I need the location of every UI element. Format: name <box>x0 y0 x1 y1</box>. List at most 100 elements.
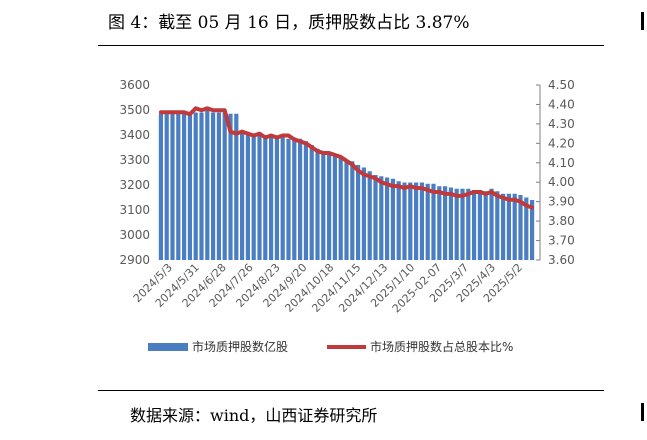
ratio-point-35 <box>362 173 366 176</box>
bar-32 <box>344 160 349 260</box>
bar-45 <box>419 182 424 260</box>
ratio-point-42 <box>403 186 406 190</box>
ratio-point-4 <box>182 110 186 114</box>
left-tick-1: 3000 <box>119 228 150 242</box>
ratio-point-20 <box>275 136 279 139</box>
right-tick-9: 4.50 <box>548 78 575 92</box>
bar-48 <box>437 186 442 260</box>
bar-58 <box>495 191 500 260</box>
bar-64 <box>530 200 535 260</box>
ratio-point-21 <box>281 134 285 137</box>
bar-7 <box>199 112 204 260</box>
ratio-point-10 <box>217 108 221 112</box>
ratio-point-19 <box>269 134 273 137</box>
ratio-point-55 <box>478 190 482 194</box>
ratio-point-34 <box>356 169 360 172</box>
ratio-point-8 <box>205 106 209 110</box>
bar-50 <box>448 187 453 260</box>
bar-2 <box>170 113 175 260</box>
bar-22 <box>286 138 291 260</box>
ratio-point-53 <box>466 192 470 196</box>
ratio-point-1 <box>165 110 169 114</box>
ratio-point-16 <box>252 134 256 137</box>
ratio-point-37 <box>374 176 377 180</box>
ratio-point-11 <box>223 108 227 112</box>
legend-bar-swatch <box>148 343 188 351</box>
bar-41 <box>396 181 401 260</box>
legend-line-label: 市场质押股数占总股本比% <box>370 339 513 354</box>
ratio-point-27 <box>316 149 319 153</box>
bar-51 <box>454 188 459 260</box>
bar-29 <box>327 153 332 260</box>
bar-55 <box>477 190 482 260</box>
right-tick-5: 4.10 <box>548 156 575 170</box>
bar-31 <box>338 156 343 260</box>
left-tick-0: 2900 <box>119 253 150 267</box>
bar-54 <box>472 190 477 260</box>
ratio-point-22 <box>287 134 290 137</box>
bar-12 <box>228 113 233 260</box>
bar-61 <box>512 193 517 260</box>
ratio-point-63 <box>524 204 528 207</box>
bar-42 <box>402 182 407 260</box>
bar-8 <box>205 110 210 260</box>
ratio-point-60 <box>507 198 511 202</box>
bar-27 <box>315 148 320 260</box>
ratio-point-14 <box>240 130 244 134</box>
bar-20 <box>274 137 279 260</box>
right-tick-8: 4.40 <box>548 97 575 111</box>
bar-36 <box>367 171 372 260</box>
ratio-point-40 <box>391 184 395 188</box>
ratio-point-39 <box>385 182 389 186</box>
left-tick-5: 3400 <box>119 128 150 142</box>
bar-13 <box>234 113 239 260</box>
right-tick-6: 4.20 <box>548 136 575 150</box>
ratio-point-0 <box>159 110 163 114</box>
ratio-point-45 <box>420 186 424 190</box>
bar-39 <box>385 177 390 260</box>
bar-17 <box>257 135 262 260</box>
bar-59 <box>501 193 506 260</box>
bar-60 <box>506 193 511 260</box>
bar-9 <box>211 112 216 260</box>
bar-5 <box>187 113 192 260</box>
ratio-point-9 <box>211 108 215 112</box>
title-divider <box>98 45 604 46</box>
ratio-point-58 <box>495 194 499 198</box>
ratio-point-41 <box>397 184 401 188</box>
ratio-point-51 <box>455 194 459 198</box>
ratio-point-7 <box>200 108 203 112</box>
right-tick-3: 3.90 <box>548 195 575 209</box>
ratio-point-13 <box>234 132 238 136</box>
ratio-point-3 <box>176 110 180 114</box>
bar-47 <box>431 183 436 260</box>
ratio-point-47 <box>432 190 435 194</box>
ratio-point-61 <box>513 198 517 202</box>
bar-14 <box>240 132 245 260</box>
ratio-point-26 <box>310 145 314 149</box>
right-tick-2: 3.80 <box>548 214 575 228</box>
bar-16 <box>251 133 256 260</box>
page-title: 图 4：截至 05 月 16 日，质押股数占比 3.87% <box>108 13 470 33</box>
ratio-point-57 <box>490 190 493 194</box>
bar-25 <box>303 141 308 260</box>
ratio-point-59 <box>501 196 505 200</box>
ratio-point-2 <box>171 110 174 114</box>
bar-46 <box>425 183 430 260</box>
bar-34 <box>356 165 361 260</box>
ratio-point-29 <box>327 151 331 155</box>
ratio-point-23 <box>292 138 296 141</box>
bar-43 <box>408 182 413 260</box>
ratio-point-5 <box>188 112 192 116</box>
left-tick-2: 3100 <box>119 203 150 217</box>
ratio-point-36 <box>368 174 372 178</box>
bar-4 <box>182 113 187 260</box>
data-source-note: 数据来源：wind，山西证券研究所 <box>130 406 378 425</box>
bar-3 <box>176 113 181 260</box>
ratio-point-56 <box>484 192 488 196</box>
ratio-point-17 <box>258 132 261 136</box>
left-tick-7: 3600 <box>119 78 150 92</box>
bar-35 <box>361 167 366 260</box>
ratio-point-33 <box>350 163 354 167</box>
left-tick-6: 3500 <box>119 103 150 117</box>
